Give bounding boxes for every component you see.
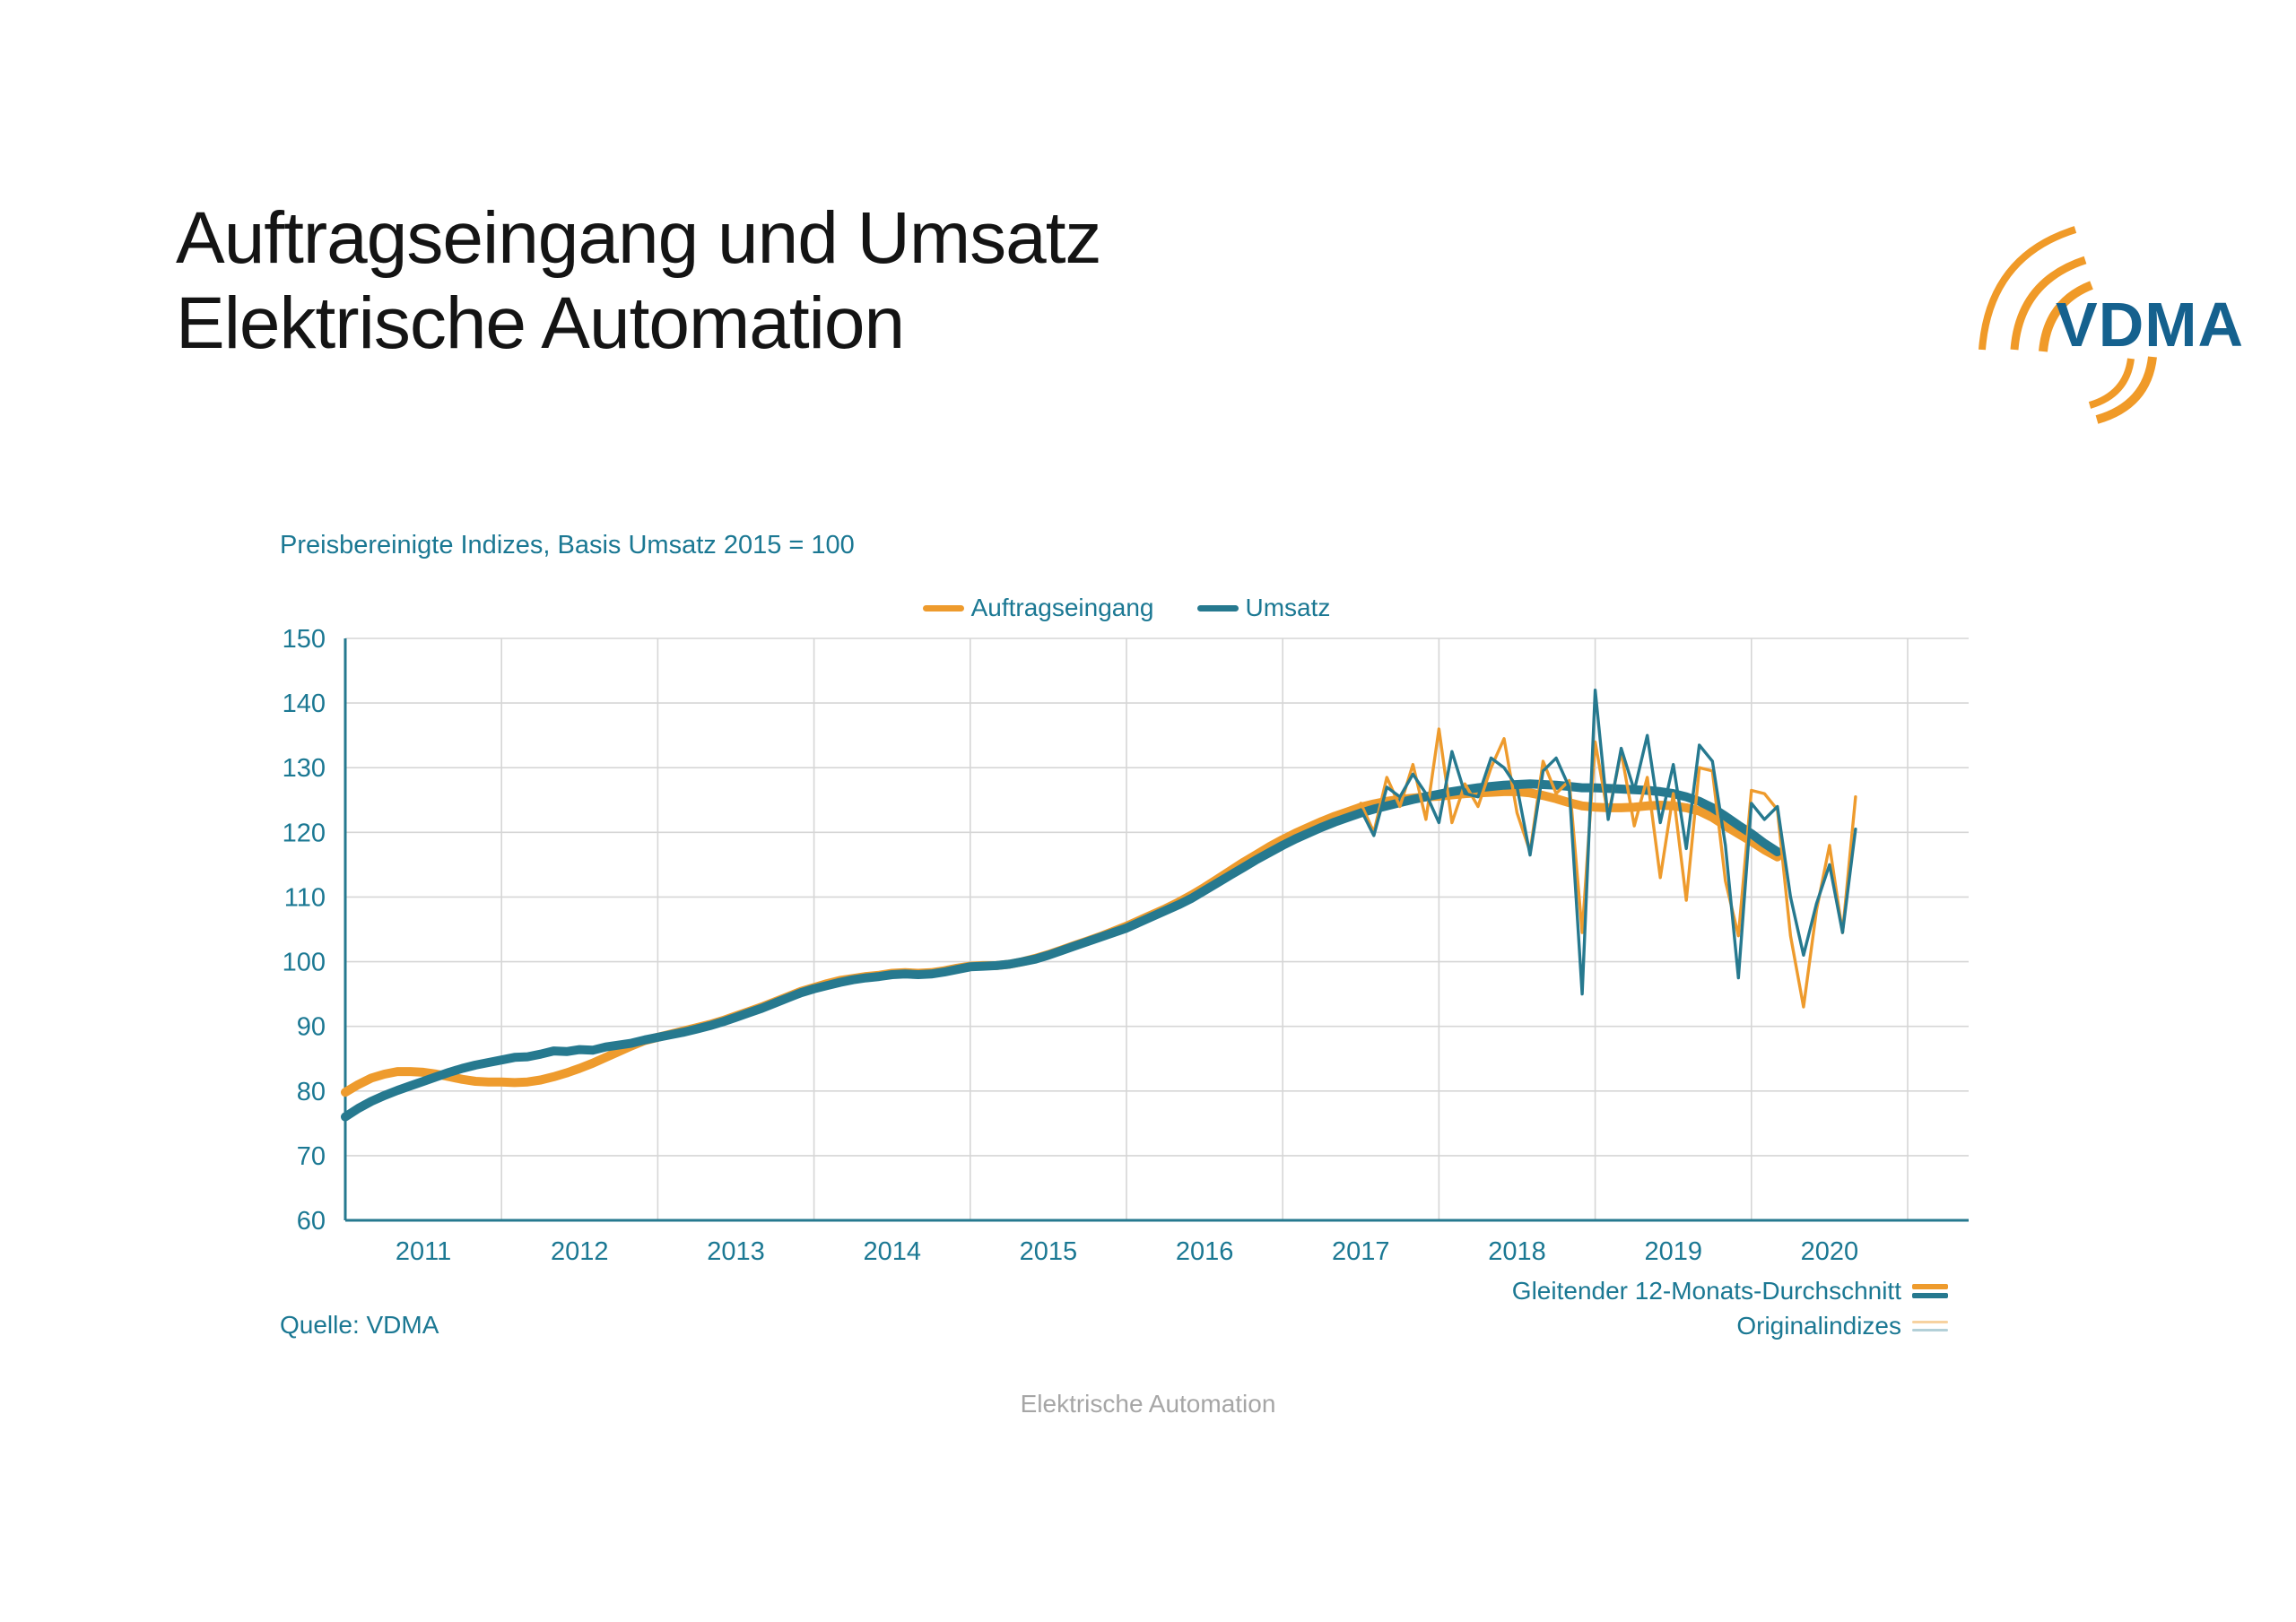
x-tick-label: 2011	[396, 1237, 451, 1266]
legend-item-auftragseingang: Auftragseingang	[922, 594, 1154, 622]
chart-subtitle: Preisbereinigte Indizes, Basis Umsatz 20…	[280, 531, 855, 559]
y-tick-label: 80	[297, 1078, 326, 1106]
legend-label-original: Originalindizes	[1736, 1312, 1901, 1340]
slide-title: Auftragseingang und Umsatz Elektrische A…	[176, 195, 1102, 366]
series-auftragseingang-thin-line	[1359, 727, 1857, 1009]
y-tick-label: 130	[283, 754, 326, 783]
x-tick-label: 2019	[1644, 1237, 1702, 1266]
chart-legend: Auftragseingang Umsatz	[345, 594, 1908, 622]
umsatz-line-swatch-icon	[1196, 604, 1239, 612]
y-tick-label: 110	[284, 883, 326, 912]
y-tick-label: 100	[283, 949, 326, 977]
legend-label-auftragseingang: Auftragseingang	[970, 594, 1154, 621]
original-lines-swatch-icon	[1912, 1318, 1948, 1334]
slide-title-line1: Auftragseingang und Umsatz	[176, 197, 1102, 279]
y-tick-label: 140	[283, 690, 326, 718]
vdma-logo-arcs-icon	[1979, 226, 2157, 424]
y-tick-label: 60	[297, 1207, 326, 1236]
x-tick-label: 2016	[1176, 1237, 1234, 1266]
auftragseingang-line-swatch-icon	[922, 604, 964, 612]
legend-item-umsatz: Umsatz	[1196, 594, 1331, 622]
legend-row-average: Gleitender 12-Monats-Durchschnitt	[1512, 1277, 1948, 1305]
average-lines-swatch-icon	[1912, 1282, 1948, 1300]
vdma-logo: VDMA	[1979, 226, 2244, 424]
x-tick-label: 2014	[863, 1237, 921, 1266]
legend-row-original: Originalindizes	[1736, 1312, 1948, 1340]
line-style-legend: Gleitender 12-Monats-Durchschnitt Origin…	[1512, 1277, 1948, 1340]
legend-label-umsatz: Umsatz	[1245, 594, 1331, 621]
x-tick-label: 2020	[1801, 1237, 1859, 1266]
y-tick-label: 90	[297, 1013, 326, 1042]
y-tick-label: 70	[297, 1142, 326, 1171]
footer-text: Elektrische Automation	[1020, 1390, 1276, 1418]
y-tick-label: 120	[283, 819, 326, 847]
vdma-logo-text: VDMA	[2056, 290, 2244, 360]
x-tick-label: 2013	[707, 1237, 765, 1266]
series-umsatz-thick-line	[341, 779, 1782, 1122]
x-tick-label: 2017	[1332, 1237, 1390, 1266]
x-tick-label: 2015	[1020, 1237, 1078, 1266]
x-tick-label: 2012	[551, 1237, 609, 1266]
legend-label-average: Gleitender 12-Monats-Durchschnitt	[1511, 1277, 1901, 1305]
source-note: Quelle: VDMA	[280, 1311, 439, 1339]
chart-plot: 150 140 130 120 110 100 90 80 70 60 2011 2012 2013 20…	[283, 625, 1969, 1266]
x-tick-label: 2018	[1488, 1237, 1546, 1266]
slide-title-line2: Elektrische Automation	[176, 282, 905, 365]
y-tick-label: 150	[283, 625, 326, 654]
series-umsatz-thin-line	[1359, 688, 1857, 996]
